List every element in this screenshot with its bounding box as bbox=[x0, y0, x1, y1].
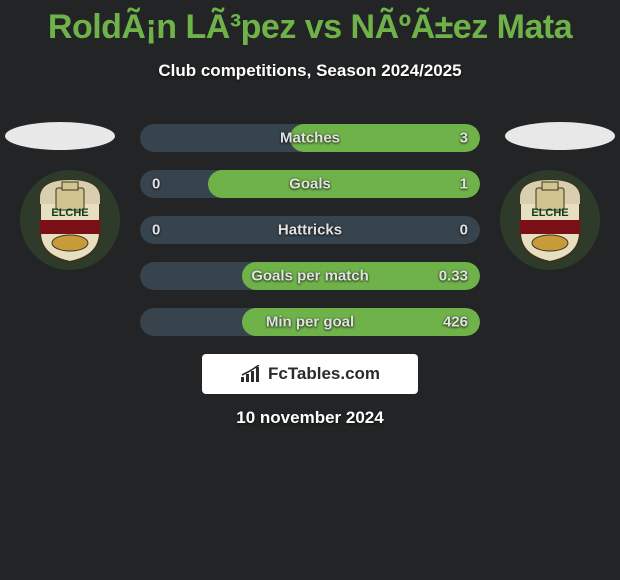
stat-label: Matches bbox=[280, 130, 340, 147]
stat-value-right: 3 bbox=[460, 130, 468, 147]
stat-label: Goals bbox=[289, 176, 331, 193]
stat-label: Goals per match bbox=[251, 268, 369, 285]
stat-bar: Goals per match 0.33 bbox=[140, 262, 480, 290]
subtitle: Club competitions, Season 2024/2025 bbox=[0, 61, 620, 81]
player-photo-right bbox=[505, 122, 615, 150]
stat-value-right: 1 bbox=[460, 176, 468, 193]
brand-text: FcTables.com bbox=[268, 364, 380, 384]
stat-bar: Min per goal 426 bbox=[140, 308, 480, 336]
stat-value-right: 0 bbox=[460, 222, 468, 239]
stat-bar: Goals 0 1 bbox=[140, 170, 480, 198]
stat-value-right: 0.33 bbox=[439, 268, 468, 285]
club-badge-right: ELCHE bbox=[500, 170, 600, 270]
stat-label: Hattricks bbox=[278, 222, 342, 239]
date-text: 10 november 2024 bbox=[0, 408, 620, 428]
page-title: RoldÃ¡n LÃ³pez vs NÃºÃ±ez Mata bbox=[0, 0, 620, 47]
stat-value-right: 426 bbox=[443, 314, 468, 331]
svg-text:ELCHE: ELCHE bbox=[531, 207, 568, 219]
club-badge-left: ELCHE bbox=[20, 170, 120, 270]
chart-icon bbox=[240, 365, 262, 383]
player-photo-left bbox=[5, 122, 115, 150]
stat-bar: Matches 3 bbox=[140, 124, 480, 152]
stat-value-left: 0 bbox=[152, 222, 160, 239]
stat-label: Min per goal bbox=[266, 314, 354, 331]
svg-text:ELCHE: ELCHE bbox=[51, 207, 88, 219]
stat-bar: Hattricks 0 0 bbox=[140, 216, 480, 244]
brand-box: FcTables.com bbox=[202, 354, 418, 394]
stat-value-left: 0 bbox=[152, 176, 160, 193]
stats-bars: Matches 3 Goals 0 1 Hattricks 0 0 Goals per matc… bbox=[140, 124, 480, 336]
